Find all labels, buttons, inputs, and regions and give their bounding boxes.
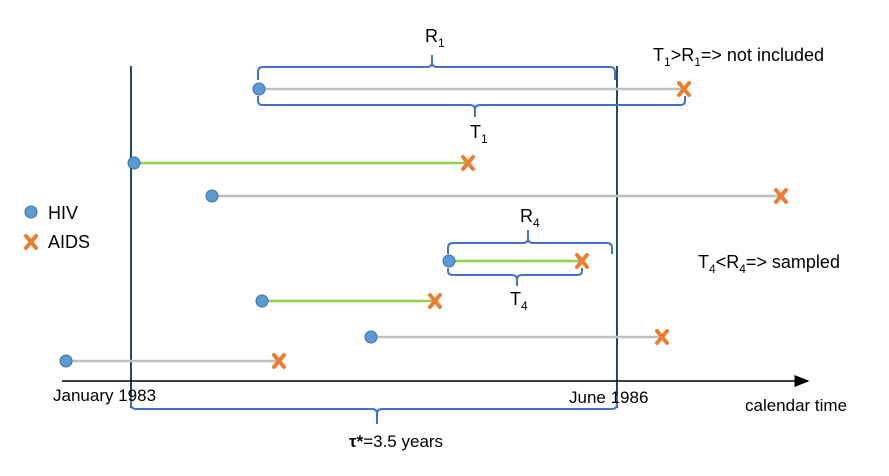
case-5-hiv-dot: [255, 294, 269, 308]
case-2-aids-cross: [461, 155, 475, 171]
axis-end-label: June 1986: [569, 388, 648, 407]
r1-label: R1: [425, 26, 445, 50]
case-6-aids-cross: [655, 329, 669, 345]
case-lines: [66, 87, 781, 363]
legend: HIV AIDS: [24, 203, 90, 252]
tau-brace: [130, 396, 618, 424]
t4-label: T4: [510, 289, 528, 313]
r4-label: R4: [520, 206, 540, 230]
legend-hiv-label: HIV: [48, 203, 78, 223]
r1-brace: [257, 55, 616, 80]
case-4-aids-cross: [575, 253, 589, 269]
axis-title: calendar time: [745, 396, 847, 415]
t4-brace: [447, 268, 583, 286]
axis-start-label: January 1983: [53, 386, 156, 405]
case-7-aids-cross: [272, 353, 286, 369]
hiv-markers: [59, 82, 456, 368]
case-1-hiv-dot: [252, 82, 266, 96]
t1-brace: [257, 96, 686, 117]
r4-brace: [447, 230, 613, 254]
sampled-annotation: T4<R4=> sampled: [698, 252, 840, 276]
aids-markers: [272, 81, 788, 369]
legend-aids-cross-icon: [24, 234, 38, 250]
case-5-aids-cross: [428, 293, 442, 309]
case-6-hiv-dot: [364, 330, 378, 344]
case-1-aids-cross: [677, 81, 691, 97]
tau-label: τ*=3.5 years: [349, 432, 443, 451]
t1-label: T1: [470, 122, 488, 146]
case-3-hiv-dot: [205, 189, 219, 203]
case-3-aids-cross: [774, 188, 788, 204]
legend-aids-label: AIDS: [48, 232, 90, 252]
case-2-hiv-dot: [127, 156, 141, 170]
legend-hiv-dot-icon: [24, 205, 38, 219]
case-7-hiv-dot: [59, 354, 73, 368]
not-included-annotation: T1>R1=> not included: [653, 45, 824, 69]
case-4-hiv-dot: [442, 254, 456, 268]
